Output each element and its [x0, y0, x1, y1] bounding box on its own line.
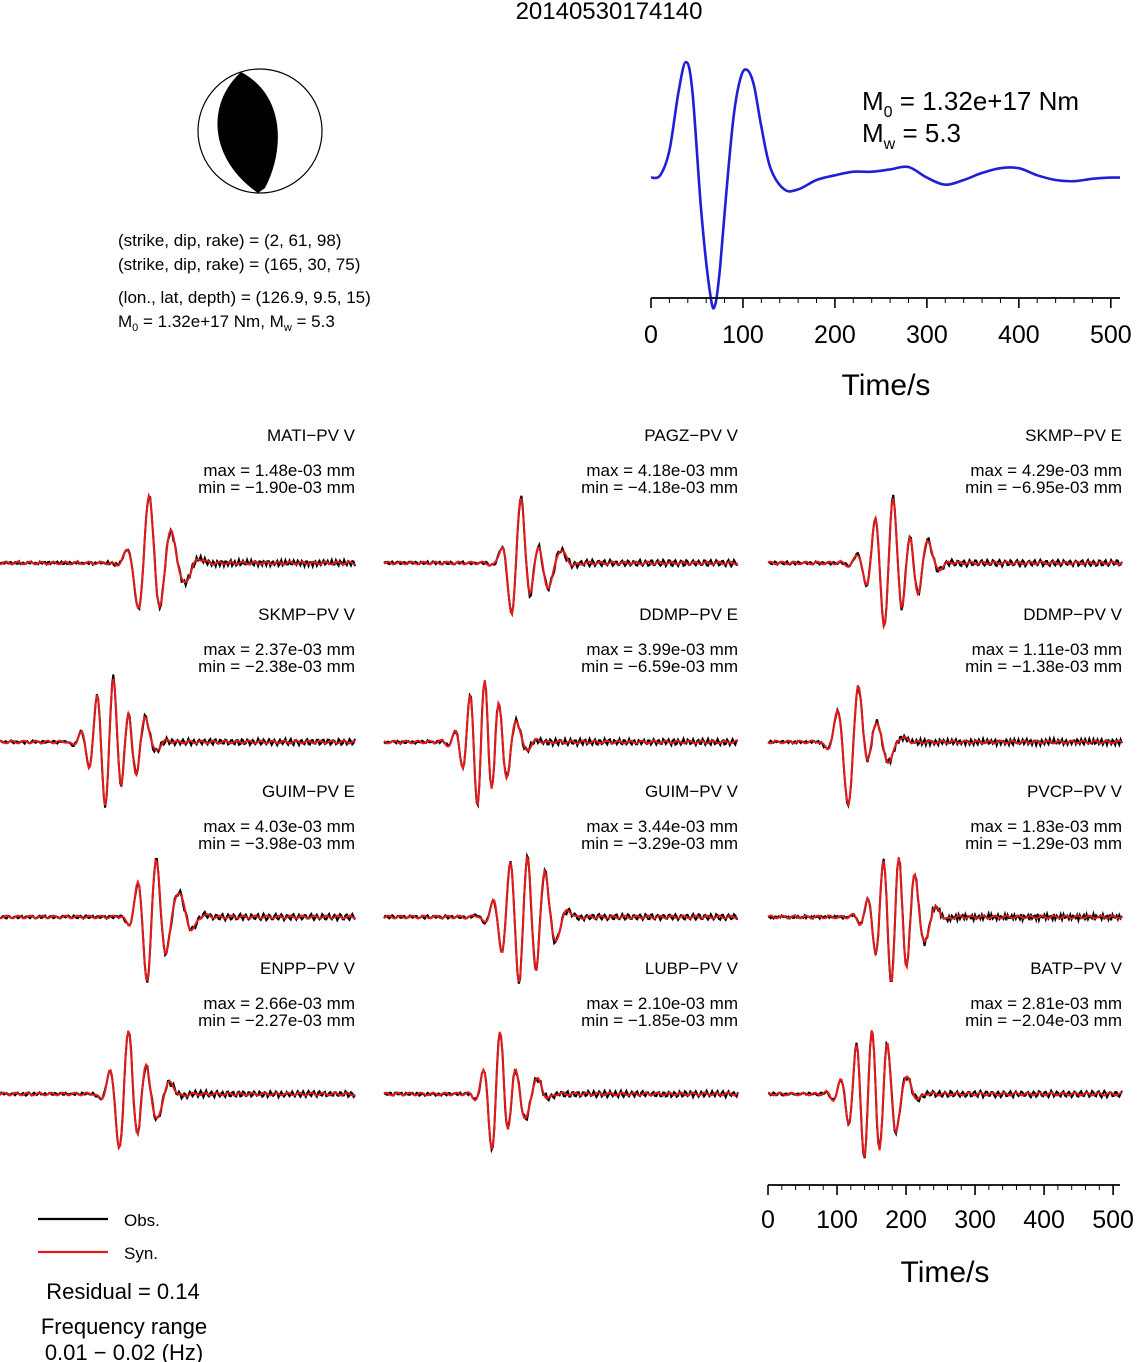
station-name: PVCP−PV V [1027, 782, 1123, 801]
wave-x-tick-label: 100 [816, 1206, 858, 1234]
source-time-function-panel: 0 100 200 300 400 500 Time/s [644, 60, 1132, 402]
station-max: max = 2.37e-03 mm [203, 640, 355, 659]
station-name: MATI−PV V [267, 426, 356, 445]
focal-mechanism-beachball [197, 68, 323, 194]
syn-trace [383, 680, 739, 807]
syn-trace [0, 858, 356, 983]
obs-trace [383, 495, 739, 618]
stf-x-tick-label: 500 [1090, 321, 1132, 349]
station-max: max = 2.81e-03 mm [970, 994, 1122, 1013]
station-min: min = −2.27e-03 mm [198, 1011, 355, 1030]
stf-x-tick-label: 400 [998, 321, 1040, 349]
syn-trace [383, 1031, 739, 1150]
station-min: min = −3.98e-03 mm [198, 834, 355, 853]
station-min: min = −1.38e-03 mm [965, 657, 1122, 676]
moment-summary: M0 = 1.32e+17 Nm, Mw = 5.3 [118, 312, 335, 334]
stf-x-tick-label: 200 [814, 321, 856, 349]
beachball-compressional-quadrant [217, 72, 278, 193]
station-name: GUIM−PV E [262, 782, 355, 801]
station-max: max = 2.10e-03 mm [586, 994, 738, 1013]
nodal-plane-2: (strike, dip, rake) = (165, 30, 75) [118, 255, 360, 274]
obs-trace [0, 1030, 356, 1151]
station-max: max = 4.29e-03 mm [970, 461, 1122, 480]
station-min: min = −1.85e-03 mm [581, 1011, 738, 1030]
station-max: max = 1.11e-03 mm [972, 640, 1122, 659]
station-min: min = −2.38e-03 mm [198, 657, 355, 676]
legend-obs-label: Obs. [124, 1211, 160, 1230]
station-max: max = 4.03e-03 mm [203, 817, 355, 836]
station-name: SKMP−PV E [1025, 426, 1122, 445]
stf-moment-label: M0 = 1.32e+17 Nm [862, 86, 1079, 121]
station-max: max = 1.83e-03 mm [970, 817, 1122, 836]
stf-x-tick-label: 100 [722, 321, 764, 349]
station-max: max = 2.66e-03 mm [203, 994, 355, 1013]
figure-title: 20140530174140 [516, 0, 703, 25]
event-location: (lon., lat, depth) = (126.9, 9.5, 15) [118, 288, 371, 307]
stf-x-axis-label: Time/s [842, 369, 931, 402]
obs-trace [383, 1032, 739, 1154]
syn-trace [767, 498, 1123, 630]
station-min: min = −1.29e-03 mm [965, 834, 1122, 853]
stf-series-line [650, 60, 1121, 310]
station-min: min = −6.59e-03 mm [581, 657, 738, 676]
syn-trace [0, 1030, 356, 1151]
waveform-x-axis-label: Time/s [901, 1256, 990, 1289]
station-min: min = −2.04e-03 mm [965, 1011, 1122, 1030]
station-max: max = 4.18e-03 mm [586, 461, 738, 480]
nodal-plane-1: (strike, dip, rake) = (2, 61, 98) [118, 231, 341, 250]
obs-trace [0, 496, 356, 613]
syn-trace [0, 492, 356, 609]
syn-trace [0, 678, 356, 806]
frequency-range-value: 0.01 − 0.02 (Hz) [45, 1340, 203, 1362]
syn-trace [767, 1030, 1123, 1158]
waveform-x-axis: 0 100 200 300 400 500 [761, 1184, 1134, 1234]
station-max: max = 3.44e-03 mm [586, 817, 738, 836]
legend-syn-label: Syn. [124, 1244, 158, 1263]
syn-trace [767, 684, 1123, 808]
station-max: max = 3.99e-03 mm [586, 640, 738, 659]
syn-trace [383, 854, 739, 983]
stf-x-tick-label: 300 [906, 321, 948, 349]
stf-x-axis: 0 100 200 300 400 500 [644, 297, 1132, 349]
residual-label: Residual = 0.14 [46, 1279, 200, 1304]
station-name: LUBP−PV V [645, 959, 739, 978]
stf-x-tick-label: 0 [644, 321, 658, 349]
wave-x-tick-label: 200 [885, 1206, 927, 1234]
station-name: DDMP−PV V [1023, 605, 1122, 624]
station-name: BATP−PV V [1030, 959, 1122, 978]
wave-x-tick-label: 500 [1092, 1206, 1134, 1234]
station-name: SKMP−PV V [258, 605, 356, 624]
stf-magnitude-label: Mw = 5.3 [862, 118, 961, 153]
station-name: DDMP−PV E [639, 605, 738, 624]
syn-trace [767, 857, 1123, 983]
wave-x-tick-label: 0 [761, 1206, 775, 1234]
frequency-range-label: Frequency range [41, 1314, 207, 1339]
station-min: min = −1.90e-03 mm [198, 478, 355, 497]
wave-x-tick-label: 400 [1023, 1206, 1065, 1234]
syn-trace [383, 498, 739, 617]
station-name: ENPP−PV V [260, 959, 356, 978]
station-name: GUIM−PV V [645, 782, 739, 801]
legend: Obs. Syn. [38, 1211, 160, 1263]
station-name: PAGZ−PV V [644, 426, 738, 445]
station-max: max = 1.48e-03 mm [203, 461, 355, 480]
station-min: min = −4.18e-03 mm [581, 478, 738, 497]
station-min: min = −6.95e-03 mm [965, 478, 1122, 497]
station-min: min = −3.29e-03 mm [581, 834, 738, 853]
wave-x-tick-label: 300 [954, 1206, 996, 1234]
